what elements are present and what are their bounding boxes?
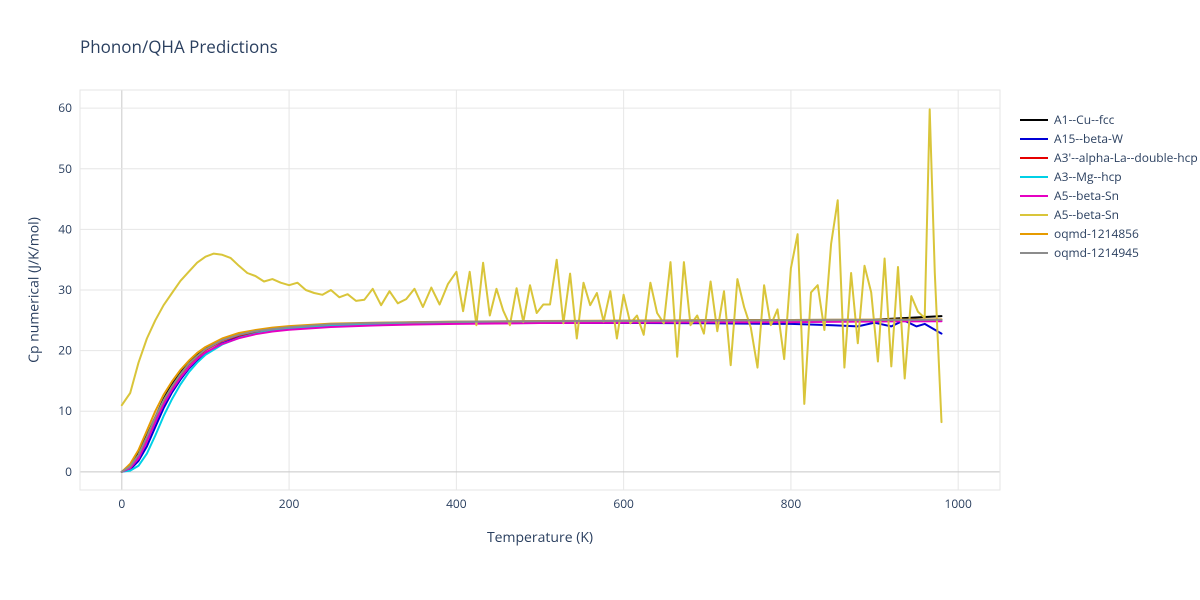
legend-label: oqmd-1214856 bbox=[1054, 225, 1139, 242]
legend-item[interactable]: A15--beta-W bbox=[1020, 129, 1198, 148]
legend-item[interactable]: A3'--alpha-La--double-hcp bbox=[1020, 148, 1198, 167]
y-tick-label: 10 bbox=[58, 402, 72, 419]
y-tick-label: 40 bbox=[58, 220, 72, 237]
legend-item[interactable]: oqmd-1214856 bbox=[1020, 224, 1198, 243]
y-tick-label: 60 bbox=[58, 99, 72, 116]
y-tick-label: 20 bbox=[58, 342, 72, 359]
legend-swatch bbox=[1020, 214, 1048, 216]
chart-title: Phonon/QHA Predictions bbox=[80, 35, 278, 58]
legend-item[interactable]: A5--beta-Sn bbox=[1020, 186, 1198, 205]
x-tick-label: 600 bbox=[613, 495, 634, 512]
legend-label: A3'--alpha-La--double-hcp bbox=[1054, 149, 1198, 166]
x-axis-label: Temperature (K) bbox=[487, 528, 593, 547]
y-tick-label: 30 bbox=[58, 281, 72, 298]
legend-item[interactable]: A5--beta-Sn bbox=[1020, 205, 1198, 224]
legend-label: oqmd-1214945 bbox=[1054, 244, 1139, 261]
legend-swatch bbox=[1020, 176, 1048, 178]
legend-swatch bbox=[1020, 195, 1048, 197]
y-tick-label: 50 bbox=[58, 160, 72, 177]
x-tick-label: 200 bbox=[279, 495, 300, 512]
legend-swatch bbox=[1020, 233, 1048, 235]
legend-label: A3--Mg--hcp bbox=[1054, 168, 1122, 185]
legend-label: A1--Cu--fcc bbox=[1054, 111, 1114, 128]
plot-area[interactable]: 0 200 400 600 800 1000 0 10 20 30 40 50 60 bbox=[30, 80, 1010, 520]
legend-swatch bbox=[1020, 119, 1048, 121]
legend-label: A5--beta-Sn bbox=[1054, 187, 1119, 204]
chart-root: Phonon/QHA Predictions 02004006008001000… bbox=[0, 0, 1200, 600]
x-tick-label: 1000 bbox=[944, 495, 972, 512]
legend: A1--Cu--fcc A15--beta-W A3'--alpha-La--dou… bbox=[1020, 110, 1198, 262]
legend-swatch bbox=[1020, 252, 1048, 254]
legend-label: A5--beta-Sn bbox=[1054, 206, 1119, 223]
x-tick-label: 0 bbox=[118, 495, 125, 512]
legend-label: A15--beta-W bbox=[1054, 130, 1123, 147]
legend-item[interactable]: A3--Mg--hcp bbox=[1020, 167, 1198, 186]
legend-item[interactable]: oqmd-1214945 bbox=[1020, 243, 1198, 262]
x-tick-label: 400 bbox=[446, 495, 467, 512]
y-axis-label: Cp numerical (J/K/mol) bbox=[25, 217, 44, 363]
legend-swatch bbox=[1020, 157, 1048, 159]
legend-item[interactable]: A1--Cu--fcc bbox=[1020, 110, 1198, 129]
y-tick-label: 0 bbox=[65, 463, 72, 480]
x-tick-label: 800 bbox=[781, 495, 802, 512]
legend-swatch bbox=[1020, 138, 1048, 140]
